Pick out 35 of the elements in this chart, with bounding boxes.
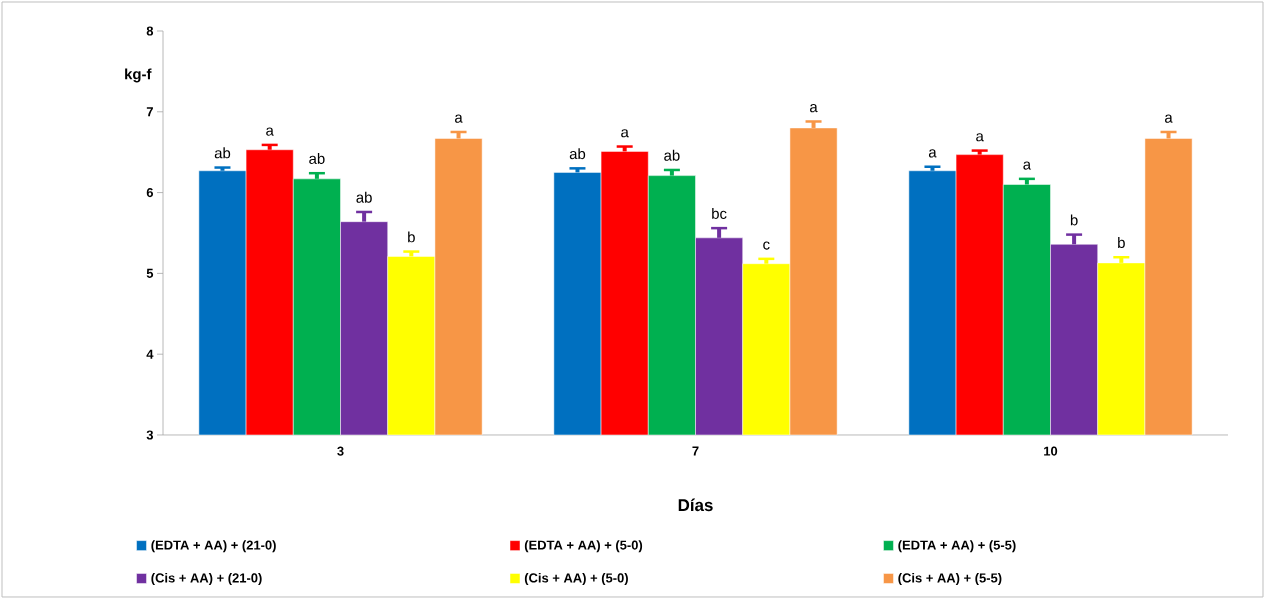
legend-label: (Cis + AA) + (21-0) xyxy=(151,573,262,586)
legend-label: (EDTA + AA) + (5-5) xyxy=(898,540,1016,553)
data-label: a xyxy=(455,114,463,123)
data-label: bc xyxy=(712,207,727,219)
x-tick-label: 10 xyxy=(1044,446,1058,456)
legend-label: (Cis + AA) + (5-5) xyxy=(898,573,1002,586)
y-axis-title: kg-f xyxy=(125,68,152,83)
data-label: ab xyxy=(309,153,325,164)
data-label: a xyxy=(266,127,274,136)
data-label: c xyxy=(763,241,770,250)
x-tick-label: 3 xyxy=(337,446,344,456)
y-tick-label: 8 xyxy=(146,26,154,36)
data-label: b xyxy=(1070,214,1078,226)
y-tick-label: 7 xyxy=(146,107,153,117)
y-tick-label: 4 xyxy=(146,349,154,359)
legend-label: (EDTA + AA) + (5-0) xyxy=(524,540,643,553)
data-label: ab xyxy=(214,147,231,159)
data-label: a xyxy=(976,133,984,142)
data-label: a xyxy=(621,129,629,138)
y-tick-label: 3 xyxy=(146,430,154,440)
data-label: ab xyxy=(356,191,372,203)
data-label: ab xyxy=(664,149,680,161)
data-label: b xyxy=(1118,237,1125,249)
y-tick-label: 5 xyxy=(146,268,154,278)
data-label: a xyxy=(810,104,818,113)
data-label: a xyxy=(928,149,937,158)
data-label: ab xyxy=(569,148,586,160)
x-axis-title: Días xyxy=(678,498,713,512)
data-label: b xyxy=(408,231,415,243)
data-label: a xyxy=(1165,114,1173,123)
data-label: a xyxy=(1023,161,1032,170)
x-tick-label: 7 xyxy=(692,446,699,456)
y-tick-label: 6 xyxy=(146,188,154,198)
legend-label: (Cis + AA) + (5-0) xyxy=(524,573,628,586)
legend-label: (EDTA + AA) + (21-0) xyxy=(151,540,276,553)
